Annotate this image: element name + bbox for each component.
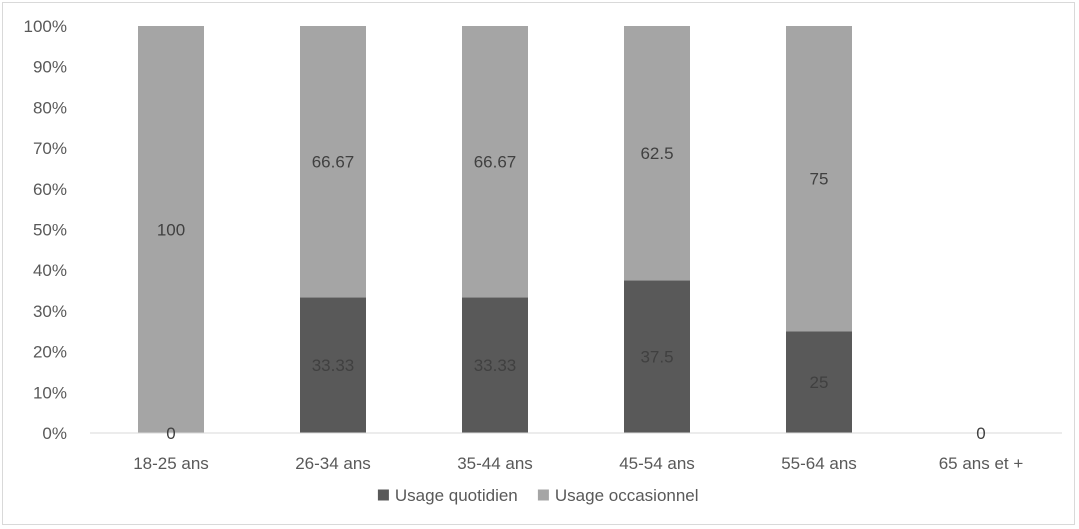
y-tick-label: 70% xyxy=(33,139,67,158)
bar-segment xyxy=(786,26,852,332)
y-tick-label: 80% xyxy=(33,98,67,117)
bar-segment xyxy=(300,26,366,298)
x-tick-label: 65 ans et + xyxy=(939,454,1024,473)
legend-swatch xyxy=(377,489,389,501)
data-label: 66.67 xyxy=(312,153,355,172)
data-label: 37.5 xyxy=(640,348,673,367)
y-tick-label: 40% xyxy=(33,261,67,280)
legend: Usage quotidien Usage occasionnel xyxy=(377,486,699,505)
y-tick-label: 0% xyxy=(42,424,67,443)
data-label: 0 xyxy=(166,424,175,443)
x-tick-label: 55-64 ans xyxy=(781,454,857,473)
bar-segment xyxy=(624,280,690,433)
data-label: 33.33 xyxy=(474,356,517,375)
bar-segment xyxy=(786,331,852,433)
x-tick-label: 35-44 ans xyxy=(457,454,533,473)
legend-swatch xyxy=(537,489,549,501)
y-axis-ticks: 0% 10% 20% 30% 40% 50% 60% 70% 80% 90% 100% xyxy=(24,17,67,443)
bar-segment xyxy=(462,26,528,298)
data-label: 75 xyxy=(810,170,829,189)
bar-segment xyxy=(300,297,366,433)
x-tick-label: 26-34 ans xyxy=(295,454,371,473)
x-axis-ticks: 18-25 ans 26-34 ans 35-44 ans 45-54 ans 55-6… xyxy=(133,454,1023,473)
bar-segment xyxy=(624,26,690,281)
y-tick-label: 10% xyxy=(33,383,67,402)
y-tick-label: 100% xyxy=(24,17,67,36)
y-tick-label: 30% xyxy=(33,302,67,321)
bar-segment xyxy=(462,297,528,433)
y-tick-label: 50% xyxy=(33,221,67,240)
x-tick-label: 18-25 ans xyxy=(133,454,209,473)
data-label: 66.67 xyxy=(474,153,517,172)
y-tick-label: 20% xyxy=(33,343,67,362)
data-label: 62.5 xyxy=(640,144,673,163)
legend-label: Usage occasionnel xyxy=(555,486,699,505)
y-tick-label: 90% xyxy=(33,58,67,77)
x-tick-label: 45-54 ans xyxy=(619,454,695,473)
bars xyxy=(138,26,852,433)
y-tick-label: 60% xyxy=(33,180,67,199)
data-label: 33.33 xyxy=(312,356,355,375)
data-label: 0 xyxy=(976,424,985,443)
data-label: 25 xyxy=(810,373,829,392)
data-labels: 0 100 33.33 66.67 33.33 66.67 37.5 62.5 25 75 0 xyxy=(157,144,986,443)
data-label: 100 xyxy=(157,221,185,240)
legend-label: Usage quotidien xyxy=(395,486,518,505)
bar-segment xyxy=(138,26,204,433)
